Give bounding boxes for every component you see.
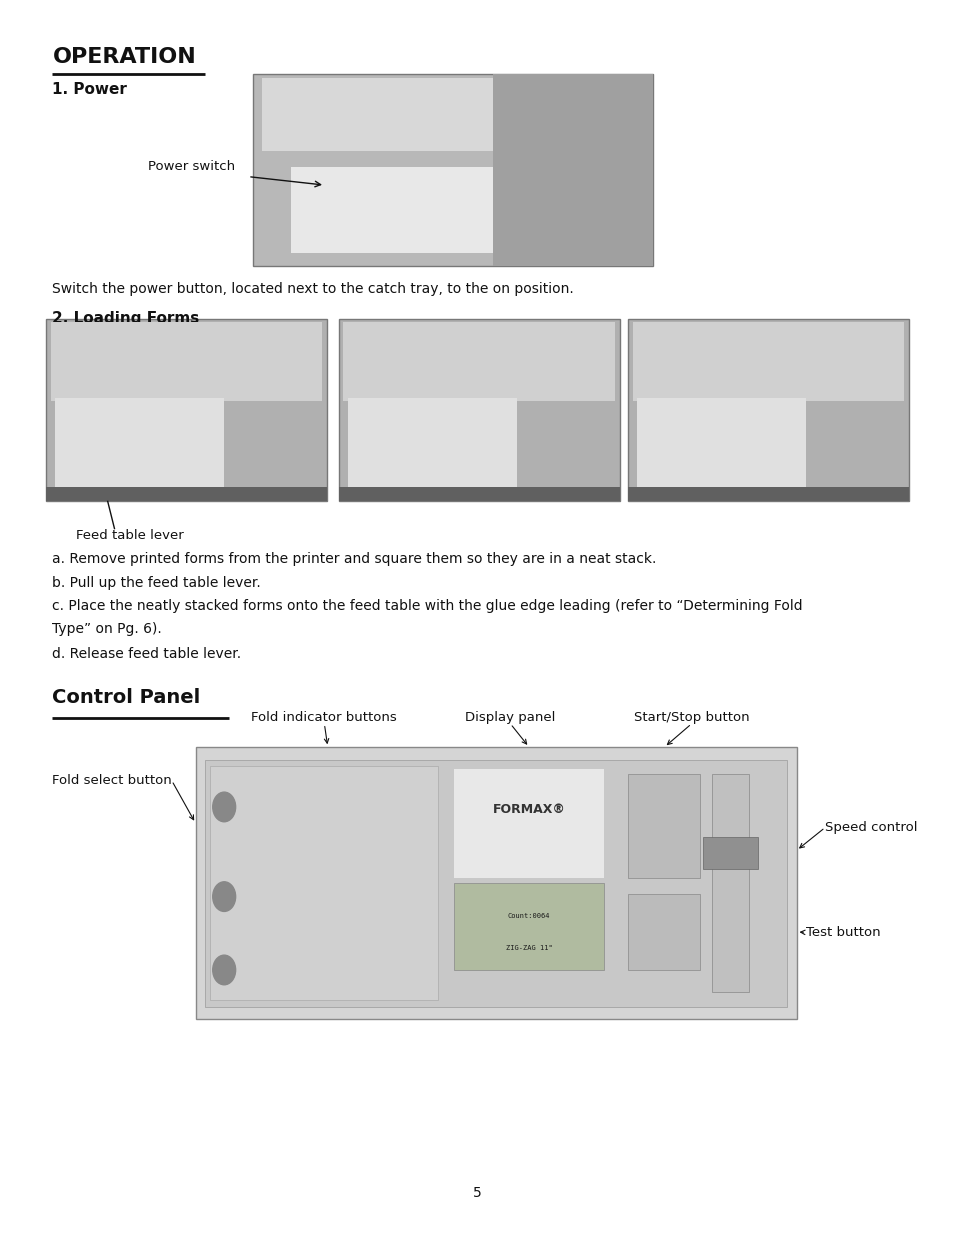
Bar [253, 74, 653, 266]
Bar [55, 398, 224, 489]
Text: Speed control: Speed control [824, 821, 917, 834]
Text: Start/Stop button: Start/Stop button [633, 710, 749, 724]
Text: Power switch: Power switch [148, 161, 234, 173]
Text: 1. Power: 1. Power [52, 82, 127, 96]
Bar [702, 837, 757, 869]
Text: b. Pull up the feed table lever.: b. Pull up the feed table lever. [52, 576, 261, 589]
Text: 5: 5 [472, 1187, 481, 1200]
Bar [627, 487, 908, 501]
Bar [628, 894, 700, 969]
Text: Display panel: Display panel [465, 710, 555, 724]
Bar [195, 747, 796, 1019]
Text: Test button: Test button [805, 926, 880, 939]
Bar [338, 487, 619, 501]
Text: Fold select button: Fold select button [52, 774, 172, 787]
Bar [632, 322, 903, 401]
Bar [205, 760, 786, 1007]
Text: c. Place the neatly stacked forms onto the feed table with the glue edge leading: c. Place the neatly stacked forms onto t… [52, 599, 802, 613]
Text: ZIG-ZAG 11": ZIG-ZAG 11" [505, 945, 552, 951]
Text: FORMAX®: FORMAX® [492, 803, 565, 816]
Bar [46, 319, 327, 501]
Text: d. Release feed table lever.: d. Release feed table lever. [52, 647, 241, 661]
Circle shape [213, 955, 235, 984]
Bar [628, 774, 700, 878]
Bar [454, 883, 603, 969]
Bar [51, 322, 322, 401]
Bar [210, 766, 437, 1000]
Text: Switch the power button, located next to the catch tray, to the on position.: Switch the power button, located next to… [52, 282, 574, 295]
Bar [291, 167, 511, 253]
Bar [637, 398, 805, 489]
Bar [348, 398, 517, 489]
Circle shape [213, 792, 235, 821]
Bar [338, 319, 619, 501]
Text: 2. Loading Forms: 2. Loading Forms [52, 311, 199, 326]
Text: Fold indicator buttons: Fold indicator buttons [252, 710, 396, 724]
Text: Feed table lever: Feed table lever [76, 529, 184, 542]
Bar [46, 487, 327, 501]
Text: a. Remove printed forms from the printer and square them so they are in a neat s: a. Remove printed forms from the printer… [52, 552, 657, 566]
Text: OPERATION: OPERATION [52, 47, 196, 67]
Text: Type” on Pg. 6).: Type” on Pg. 6). [52, 622, 162, 636]
Bar [712, 774, 748, 992]
Bar [627, 319, 908, 501]
Bar [262, 78, 643, 151]
Text: Control Panel: Control Panel [52, 688, 200, 706]
Bar [343, 322, 615, 401]
Circle shape [213, 882, 235, 911]
Bar [454, 769, 603, 878]
Bar [493, 74, 653, 266]
Text: Count:0064: Count:0064 [507, 913, 550, 919]
